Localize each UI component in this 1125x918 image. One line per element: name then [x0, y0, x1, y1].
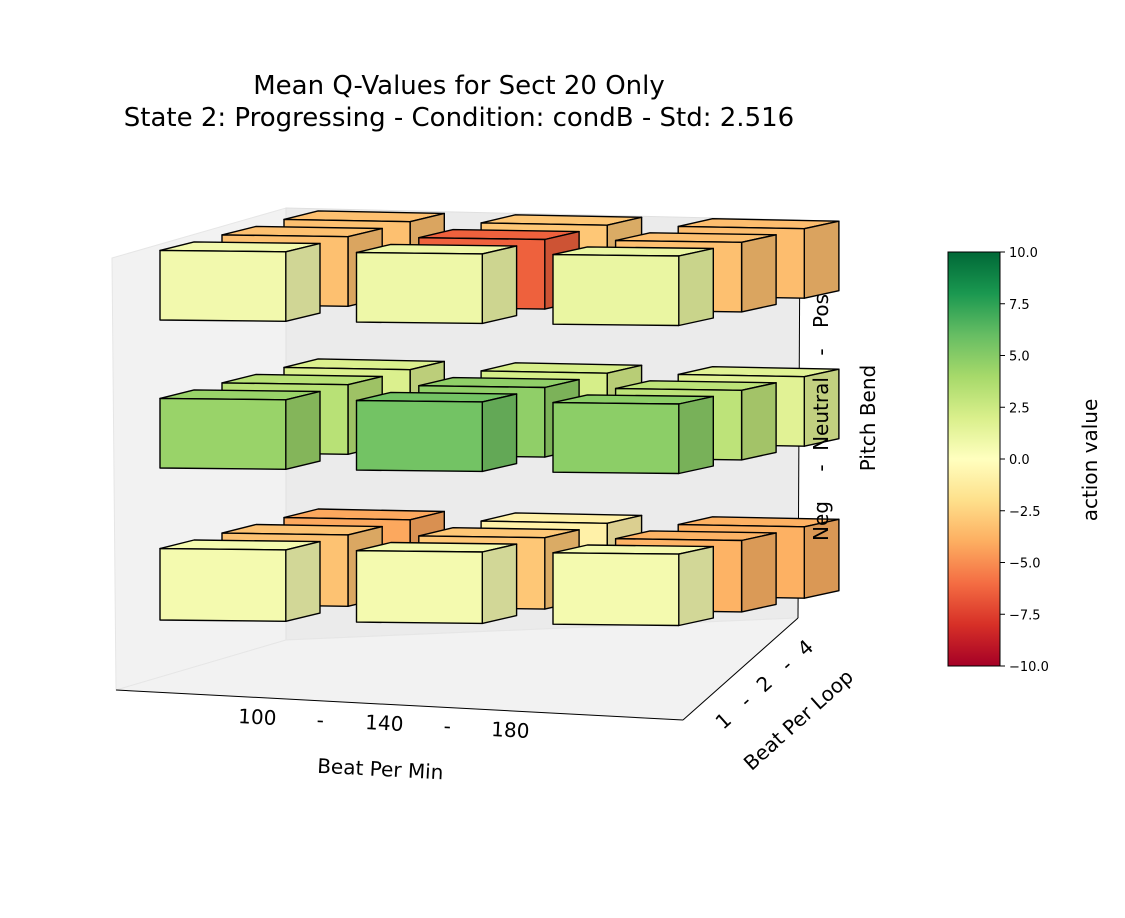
z-axis-label: Pitch Bend — [856, 365, 880, 471]
x-ticks: 100 - 140 - 180 — [238, 704, 530, 743]
cube-180-1-Pos — [552, 246, 714, 327]
colorbar-tick-label: 2.5 — [1009, 401, 1030, 416]
colorbar-tick-label: 5.0 — [1009, 350, 1030, 365]
colorbar-tick-label: 7.5 — [1009, 298, 1030, 313]
cube-side-face — [678, 395, 714, 475]
x-tick-180: 180 — [491, 717, 530, 743]
cube-140-1-Neg — [355, 541, 518, 625]
cube-side-face — [285, 242, 321, 322]
colorbar: 10.0 7.5 5.0 2.5 0.0 −2.5 −5.0 −7.5 −10.0 action… — [947, 246, 1102, 675]
cube-side-face — [481, 245, 518, 325]
cube-side-face — [285, 540, 321, 622]
y-tick-1: 1 — [711, 708, 737, 734]
cube-front-face — [355, 399, 483, 473]
cube-180-1-Neg — [552, 544, 714, 627]
cubes-layer — [159, 210, 840, 627]
cube-140-1-Neutral — [355, 391, 518, 473]
cube-front-face — [552, 552, 680, 627]
x-tick-140: 140 — [365, 710, 404, 736]
cube-front-face — [355, 550, 483, 625]
cube-100-1-Neg — [159, 539, 321, 622]
cube-100-1-Pos — [159, 241, 321, 322]
cube-front-face — [159, 249, 287, 322]
x-axis-label: Beat Per Min — [317, 754, 444, 785]
chart-title: Mean Q-Values for Sect 20 Only — [253, 71, 665, 101]
colorbar-gradient — [947, 251, 1001, 667]
colorbar-ticks: 10.0 7.5 5.0 2.5 0.0 −2.5 −5.0 −7.5 −10.0 — [1000, 246, 1049, 675]
cube-front-face — [552, 401, 680, 475]
cube-front-face — [355, 251, 483, 325]
x-tick-100: 100 — [238, 704, 277, 730]
cube-front-face — [159, 397, 287, 470]
cube-side-face — [803, 220, 840, 299]
cube-front-face — [552, 253, 680, 327]
y-tick-2: 2 — [752, 671, 778, 697]
cube-side-face — [740, 382, 777, 461]
y-tick-4: 4 — [793, 635, 819, 661]
x-tick-sep-2: - — [443, 714, 451, 738]
y-tick-sep-2: - — [776, 653, 797, 676]
z-ticks: Neg - Neutral - Pos — [809, 294, 833, 541]
cube-front-face — [159, 547, 287, 622]
cube-side-face — [740, 234, 777, 313]
z-tick-sep-1: - — [809, 464, 833, 471]
cube-side-face — [740, 532, 777, 613]
y-tick-sep-1: - — [735, 689, 756, 712]
cube-side-face — [678, 545, 714, 627]
colorbar-tick-label: 0.0 — [1009, 453, 1030, 468]
cube-side-face — [481, 393, 518, 473]
x-axis-line — [115, 689, 684, 721]
cube-100-1-Neutral — [159, 389, 321, 470]
cube-side-face — [285, 390, 321, 470]
cube-180-1-Neutral — [552, 394, 714, 475]
z-tick-pos: Pos — [809, 294, 833, 328]
x-tick-sep-1: - — [316, 708, 324, 732]
colorbar-label: action value — [1078, 399, 1102, 522]
z-tick-neg: Neg — [809, 501, 833, 541]
cube-140-1-Pos — [355, 243, 518, 325]
colorbar-tick-label: 10.0 — [1009, 246, 1038, 261]
chart-subtitle: State 2: Progressing - Condition: condB … — [124, 103, 794, 133]
cube-side-face — [678, 247, 714, 327]
z-tick-sep-2: - — [809, 348, 833, 355]
y-axis-line — [682, 617, 799, 721]
z-tick-neutral: Neutral — [809, 377, 833, 451]
cube-side-face — [481, 543, 518, 625]
colorbar-tick-label: −5.0 — [1009, 557, 1041, 572]
colorbar-tick-label: −2.5 — [1009, 505, 1041, 520]
colorbar-tick-label: −7.5 — [1009, 608, 1041, 623]
colorbar-tick-label: −10.0 — [1009, 660, 1049, 675]
